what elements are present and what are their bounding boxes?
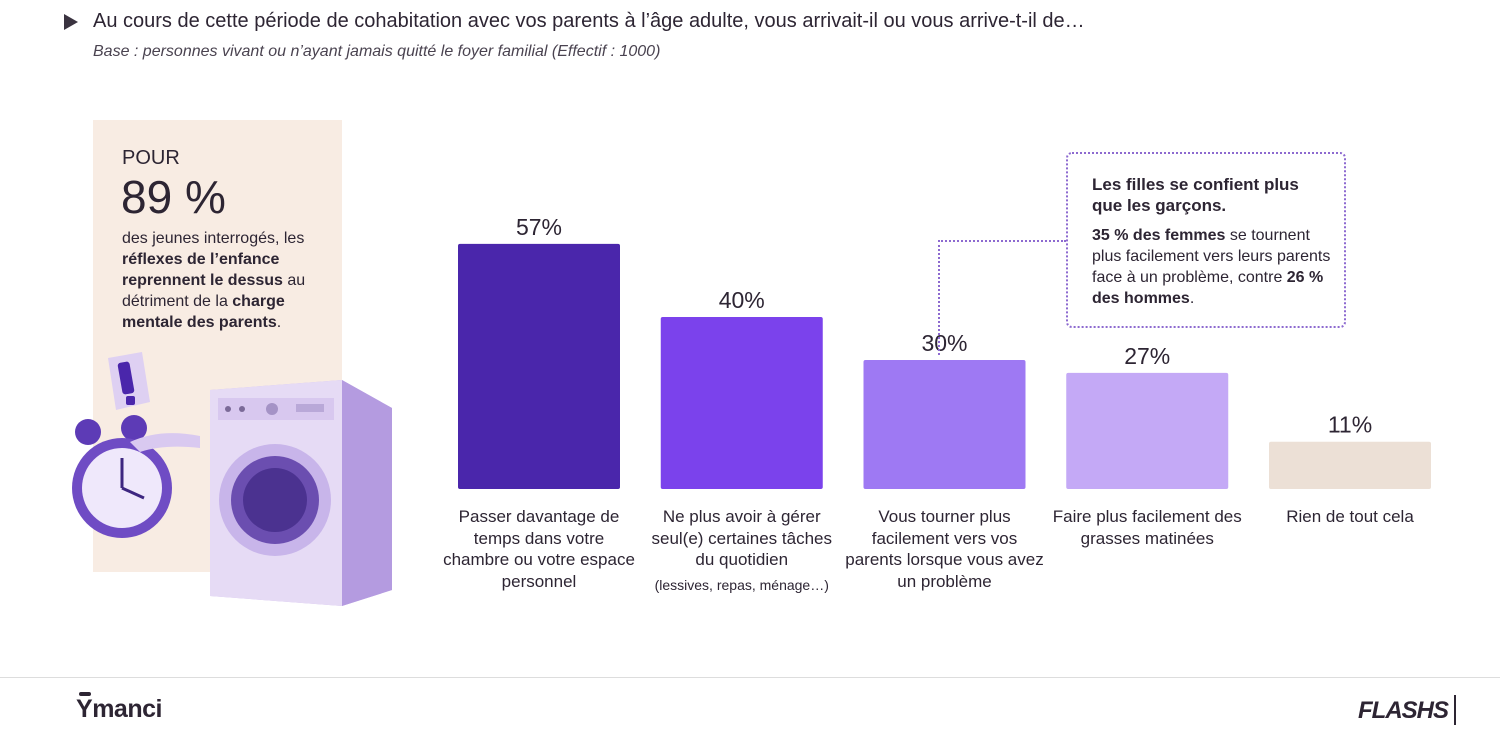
key-stat-text: des jeunes interrogés, les — [122, 230, 305, 247]
bar — [863, 360, 1026, 489]
category-label: Vous tourner plus facilement vers vos pa… — [845, 506, 1045, 592]
bar-value-label: 11% — [1328, 412, 1372, 438]
key-stat-box: POUR 89 % des jeunes interrogés, les réf… — [93, 120, 342, 572]
bar — [458, 243, 620, 489]
footer-bar — [1454, 695, 1456, 725]
alarm-clock-icon — [72, 415, 200, 538]
callout-heading: Les filles se confient plus que les garç… — [1092, 175, 1299, 215]
key-stat-emphasis: réflexes de l’enfance reprennent le dess… — [122, 251, 283, 289]
callout-body: 35 % des femmes se tournent plus facilem… — [1092, 225, 1337, 309]
bar-value-label: 57% — [516, 214, 562, 240]
category-label-text: Vous tourner plus facilement vers vos pa… — [845, 507, 1044, 591]
callout-emphasis: 26 % des hommes — [1092, 269, 1324, 307]
key-stat-description: des jeunes interrogés, les réflexes de l… — [122, 228, 327, 333]
bar — [660, 317, 823, 489]
ymanci-logo-text: manci — [92, 695, 162, 723]
callout-connector — [938, 240, 940, 355]
key-stat-prefix: POUR — [122, 147, 180, 169]
chart-subtitle: Base : personnes vivant ou n’ayant jamai… — [93, 43, 661, 60]
callout-connector — [938, 240, 1066, 242]
category-label-text: Passer davantage de temps dans votre cha… — [443, 507, 635, 591]
ymanci-logo: Ymanci — [76, 695, 162, 724]
bar-value-label: 27% — [1124, 343, 1170, 369]
key-stat-percent: 89 % — [121, 171, 226, 223]
bar-value-label: 40% — [719, 287, 765, 313]
callout-text: . — [1189, 290, 1195, 307]
bar — [1066, 372, 1229, 489]
category-label-text: Rien de tout cela — [1286, 507, 1414, 526]
category-label: Rien de tout cela — [1250, 506, 1450, 528]
key-stat-emphasis: charge mentale des parents — [122, 293, 285, 331]
washing-machine-icon — [210, 380, 392, 606]
category-label-note: (lessives, repas, ménage…) — [654, 576, 829, 593]
callout-text: se tournent plus facilement vers leurs p… — [1092, 227, 1331, 286]
ymanci-logo-initial: Y — [76, 695, 93, 723]
triangle-bullet-icon — [64, 14, 78, 30]
chart-title: Au cours de cette période de cohabitatio… — [93, 10, 1085, 32]
callout-emphasis: 35 % des femmes — [1092, 227, 1226, 244]
washing-machine-clock-illustration — [72, 352, 392, 606]
key-stat-text: . — [276, 314, 282, 331]
category-label-text: Faire plus facilement des grasses matiné… — [1052, 507, 1242, 548]
bar — [1269, 441, 1431, 489]
gender-insight-callout: Les filles se confient plus que les garç… — [1066, 152, 1346, 328]
bar-value-label: 30% — [921, 330, 967, 356]
exclamation-sticker-icon — [108, 352, 150, 410]
category-label: Faire plus facilement des grasses matiné… — [1047, 506, 1247, 549]
footer-divider — [0, 677, 1500, 678]
category-label: Passer davantage de temps dans votre cha… — [439, 506, 639, 592]
category-label: Ne plus avoir à gérer seul(e) certaines … — [642, 506, 842, 595]
flashs-logo: FLASHS — [1358, 697, 1449, 724]
key-stat-text: au détriment de la — [122, 272, 306, 310]
category-label-text: Ne plus avoir à gérer seul(e) certaines … — [651, 507, 832, 569]
